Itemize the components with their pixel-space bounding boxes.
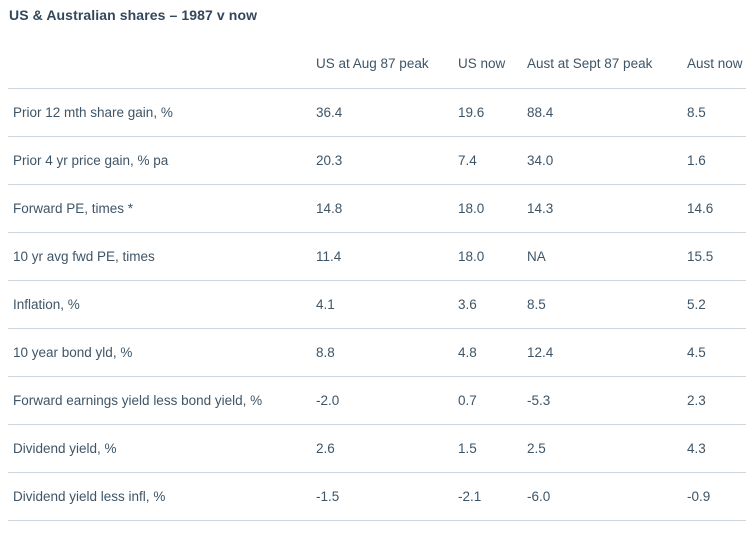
table-cell: -5.3 (522, 376, 682, 425)
page-title: US & Australian shares – 1987 v now (9, 7, 258, 23)
comparison-table: US at Aug 87 peak US now Aust at Sept 87… (8, 40, 746, 521)
table-row: Dividend yield, % 2.6 1.5 2.5 4.3 (8, 424, 746, 473)
row-label: 10 yr avg fwd PE, times (8, 232, 311, 281)
table-cell: 8.8 (311, 328, 453, 377)
table-cell: 4.1 (311, 280, 453, 329)
table-cell: 0.7 (453, 376, 522, 425)
column-header-us-aug87-peak: US at Aug 87 peak (311, 40, 453, 89)
table-row: Prior 4 yr price gain, % pa 20.3 7.4 34.… (8, 136, 746, 185)
table-cell: 4.8 (453, 328, 522, 377)
table-cell: 3.6 (453, 280, 522, 329)
table-cell: 14.3 (522, 184, 682, 233)
table-cell: 2.6 (311, 424, 453, 473)
table-cell: 12.4 (522, 328, 682, 377)
table-cell: 18.0 (453, 184, 522, 233)
row-label: Inflation, % (8, 280, 311, 329)
table-cell: -1.5 (311, 472, 453, 521)
table-row: Dividend yield less infl, % -1.5 -2.1 -6… (8, 472, 746, 521)
table-cell: 14.8 (311, 184, 453, 233)
table-cell: -2.1 (453, 472, 522, 521)
table-row: Prior 12 mth share gain, % 36.4 19.6 88.… (8, 88, 746, 137)
row-label: Dividend yield less infl, % (8, 472, 311, 521)
row-label: Prior 4 yr price gain, % pa (8, 136, 311, 185)
table-cell: 15.5 (682, 232, 746, 281)
table-cell: 34.0 (522, 136, 682, 185)
table-cell: 2.3 (682, 376, 746, 425)
column-header-blank (8, 40, 311, 89)
table-row: 10 year bond yld, % 8.8 4.8 12.4 4.5 (8, 328, 746, 377)
table-cell: 18.0 (453, 232, 522, 281)
table-cell: 1.6 (682, 136, 746, 185)
title-block: US & Australian shares – 1987 v now (0, 0, 750, 40)
table-cell: -0.9 (682, 472, 746, 521)
table-row: Forward earnings yield less bond yield, … (8, 376, 746, 425)
table-cell: -2.0 (311, 376, 453, 425)
row-label: Forward PE, times * (8, 184, 311, 233)
table-cell: 1.5 (453, 424, 522, 473)
column-header-aust-sept87-peak: Aust at Sept 87 peak (522, 40, 682, 89)
row-label: Dividend yield, % (8, 424, 311, 473)
table-row: 10 yr avg fwd PE, times 11.4 18.0 NA 15.… (8, 232, 746, 281)
table-cell: 19.6 (453, 88, 522, 137)
row-label: 10 year bond yld, % (8, 328, 311, 377)
table-cell: 5.2 (682, 280, 746, 329)
table-cell: 11.4 (311, 232, 453, 281)
table-cell: 7.4 (453, 136, 522, 185)
table-cell: 4.3 (682, 424, 746, 473)
table-row: Forward PE, times * 14.8 18.0 14.3 14.6 (8, 184, 746, 233)
column-header-us-now: US now (453, 40, 522, 89)
table-cell: 88.4 (522, 88, 682, 137)
header-row: US at Aug 87 peak US now Aust at Sept 87… (8, 40, 746, 89)
table-row: Inflation, % 4.1 3.6 8.5 5.2 (8, 280, 746, 329)
column-header-aust-now: Aust now (682, 40, 746, 89)
table-cell: 8.5 (522, 280, 682, 329)
table-cell: 36.4 (311, 88, 453, 137)
table-cell: 8.5 (682, 88, 746, 137)
row-label: Forward earnings yield less bond yield, … (8, 376, 311, 425)
table-cell: -6.0 (522, 472, 682, 521)
table-cell: NA (522, 232, 682, 281)
table-cell: 14.6 (682, 184, 746, 233)
table-cell: 20.3 (311, 136, 453, 185)
row-label: Prior 12 mth share gain, % (8, 88, 311, 137)
table-cell: 4.5 (682, 328, 746, 377)
table-cell: 2.5 (522, 424, 682, 473)
